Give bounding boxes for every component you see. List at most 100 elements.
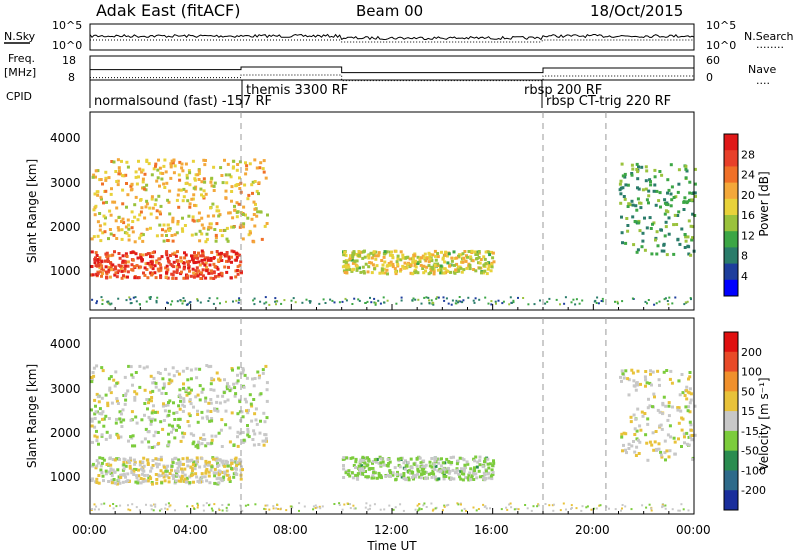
echo-cell — [133, 215, 137, 219]
echo-cell — [114, 219, 118, 223]
echo-cell — [649, 227, 653, 230]
echo-cell — [391, 256, 395, 260]
echo-cell — [151, 206, 155, 210]
echo-cell — [348, 474, 352, 478]
echo-cell — [184, 480, 188, 484]
echo-cell — [131, 250, 135, 254]
echo-cell — [150, 466, 154, 470]
echo-cell — [172, 401, 175, 405]
echo-cell — [90, 250, 94, 254]
echo-cell — [179, 399, 182, 403]
echo-cell — [687, 252, 691, 256]
echo-cell — [199, 436, 203, 440]
echo-cell — [194, 269, 198, 273]
echo-cell — [182, 400, 186, 403]
echo-cell — [478, 298, 481, 301]
echo-cell — [252, 443, 256, 447]
echo-cell — [94, 256, 97, 260]
echo-cell — [398, 269, 402, 273]
echo-cell — [467, 473, 471, 477]
echo-cell — [134, 480, 138, 484]
echo-cell — [403, 467, 407, 471]
echo-cell — [117, 297, 120, 300]
echo-cell — [619, 179, 623, 183]
echo-cell — [651, 431, 655, 435]
echo-cell — [121, 261, 125, 265]
echo-cell — [345, 271, 349, 275]
echo-cell — [96, 271, 100, 275]
echo-cell — [686, 390, 690, 394]
echo-cell — [648, 381, 652, 385]
echo-cell — [109, 463, 113, 467]
echo-cell — [206, 409, 210, 413]
echo-cell — [113, 200, 117, 204]
echo-cell — [177, 464, 181, 468]
echo-cell — [436, 268, 440, 272]
echo-cell — [433, 459, 437, 462]
freq-label-2: [MHz] — [4, 66, 36, 79]
colorbar-cell — [724, 332, 738, 353]
echo-cell — [149, 390, 153, 394]
echo-cell — [121, 188, 125, 192]
echo-cell — [251, 377, 254, 381]
echo-cell — [372, 476, 376, 480]
echo-cell — [369, 251, 373, 255]
echo-cell — [172, 171, 176, 175]
echo-cell — [104, 252, 108, 256]
echo-cell — [441, 257, 445, 261]
echo-cell — [178, 417, 182, 421]
freq-panel: Freq. [MHz] 18 8 60 0 Nave .... — [4, 52, 776, 87]
echo-cell — [564, 296, 567, 299]
echo-cell — [264, 437, 268, 441]
echo-cell — [228, 389, 232, 393]
echo-cell — [639, 206, 643, 210]
echo-cell — [435, 297, 438, 300]
echo-cell — [394, 506, 397, 509]
echo-cell — [217, 469, 221, 473]
echo-cell — [386, 464, 390, 468]
echo-cell — [213, 181, 217, 185]
echo-cell — [378, 271, 382, 275]
echo-cell — [421, 267, 425, 270]
echo-cell — [600, 300, 603, 302]
echo-cell — [597, 302, 600, 305]
echo-cell — [198, 367, 202, 371]
echo-cell — [181, 457, 185, 461]
echo-cell — [432, 472, 436, 476]
echo-cell — [180, 469, 184, 473]
time-tick-0: 00:00 — [72, 523, 107, 537]
echo-cell — [238, 263, 242, 267]
colorbar-tick: -50 — [741, 445, 759, 458]
echo-cell — [416, 504, 419, 507]
echo-cell — [217, 209, 221, 213]
echo-cell — [126, 270, 130, 274]
echo-cell — [672, 196, 676, 199]
echo-cell — [125, 160, 129, 164]
echo-cell — [410, 466, 414, 470]
echo-cell — [120, 473, 124, 477]
echo-cell — [110, 401, 114, 405]
echo-cell — [236, 412, 240, 416]
echo-cell — [691, 236, 694, 240]
echo-cell — [154, 381, 158, 385]
echo-cell — [667, 303, 670, 306]
echo-cell — [164, 469, 168, 473]
echo-cell — [120, 228, 124, 232]
echo-cell — [425, 476, 429, 480]
echo-cell — [364, 475, 368, 479]
echo-cell — [690, 238, 694, 242]
echo-cell — [416, 255, 420, 259]
echo-cell — [209, 258, 213, 262]
echo-cell — [637, 165, 640, 169]
echo-cell — [133, 462, 137, 466]
echo-cell — [532, 505, 535, 508]
echo-cell — [671, 302, 674, 305]
echo-cell — [213, 467, 217, 471]
echo-cell — [147, 401, 150, 405]
echo-cell — [152, 445, 156, 449]
echo-cell — [478, 455, 482, 459]
echo-cell — [207, 470, 211, 474]
echo-cell — [374, 257, 378, 261]
echo-cell — [264, 296, 267, 299]
nave-trace — [90, 74, 694, 82]
